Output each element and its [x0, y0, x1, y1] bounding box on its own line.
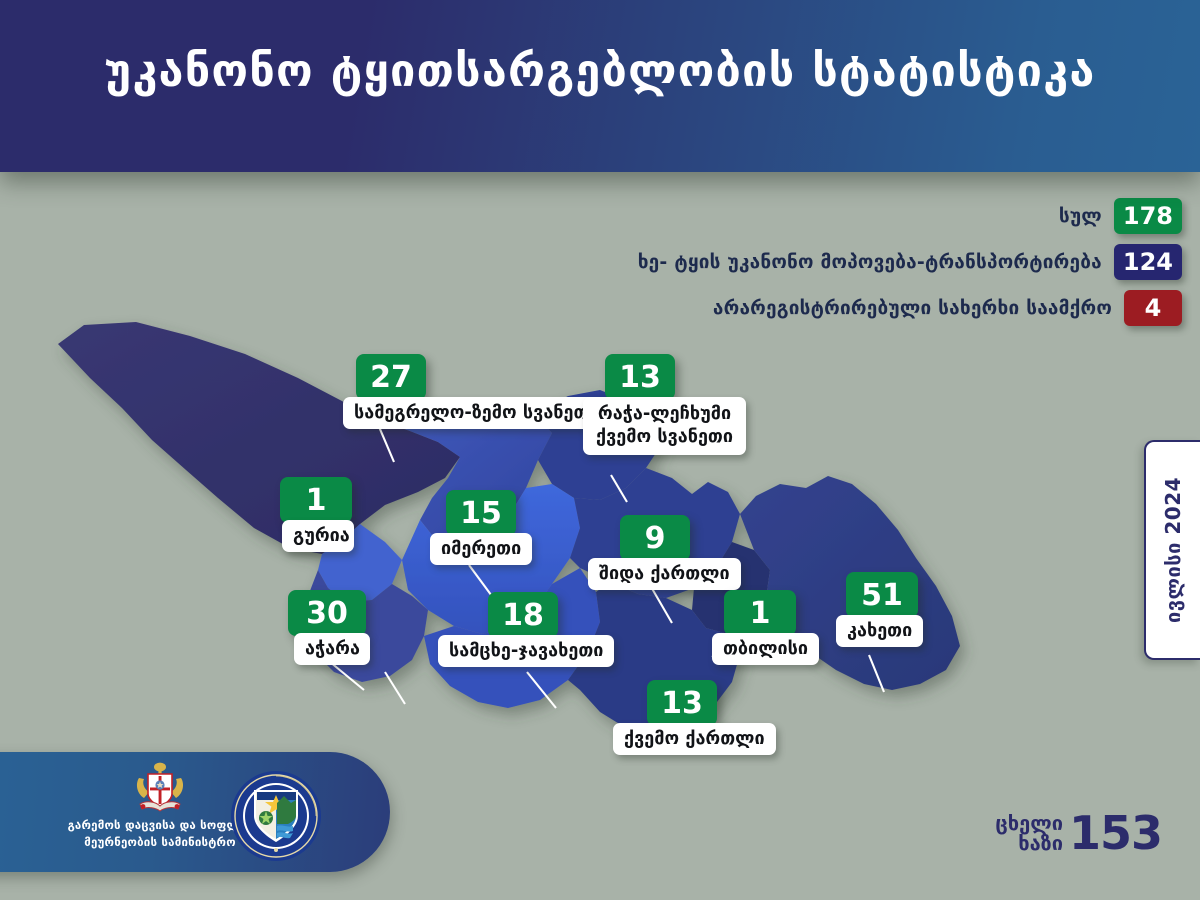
- callout-badge-adjara: 30: [288, 590, 366, 636]
- legend-row-total: სულ 178: [1059, 198, 1182, 234]
- ministry-block: გარემოს დაცვისა და სოფლის მეურნეობის სამ…: [35, 760, 285, 850]
- callout-shida-kartli[interactable]: 9 შიდა ქართლი: [588, 515, 741, 591]
- callout-guria[interactable]: 1 გურია: [280, 477, 354, 553]
- legend-row-illegal-logging: ხე- ტყის უკანონო მოპოვება-ტრანსპორტირება…: [638, 244, 1182, 280]
- callout-label-guria: გურია: [282, 520, 354, 553]
- callout-badge-kvemo-kartli: 13: [647, 680, 717, 726]
- callout-label-racha-line1: რაჭა-ლეჩხუმი: [597, 403, 732, 424]
- legend-label-illegal-logging: ხე- ტყის უკანონო მოპოვება-ტრანსპორტირება: [637, 251, 1102, 273]
- date-tab-label: ივლისი 2024: [1161, 476, 1186, 624]
- hotline-label-line1: ცხელი: [995, 810, 1063, 835]
- callout-label-kvemo-kartli: ქვემო ქართლი: [613, 723, 776, 756]
- legend-badge-illegal-logging: 124: [1113, 244, 1182, 280]
- callout-samegrelo[interactable]: 27 სამეგრელო-ზემო სვანეთი: [343, 354, 610, 430]
- legend-label-total: სულ: [1058, 205, 1102, 227]
- callout-label-samegrelo: სამეგრელო-ზემო სვანეთი: [343, 397, 610, 430]
- legend-badge-unregistered-sawmill: 4: [1124, 290, 1182, 326]
- georgia-coat-of-arms-icon: [136, 762, 184, 812]
- callout-badge-guria: 1: [280, 477, 352, 523]
- callout-racha[interactable]: 13 რაჭა-ლეჩხუმი ქვემო სვანეთი: [583, 354, 746, 456]
- legend: სულ 178 ხე- ტყის უკანონო მოპოვება-ტრანსპ…: [638, 198, 1182, 326]
- callout-badge-kakheti: 51: [846, 572, 918, 618]
- callout-badge-tbilisi: 1: [724, 590, 796, 636]
- callout-label-samtskhe: სამცხე-ჯავახეთი: [438, 635, 615, 668]
- legend-label-unregistered-sawmill: არარეგისტრირებული სახერხი საამქრო: [712, 297, 1112, 319]
- callout-badge-imereti: 15: [446, 490, 516, 536]
- hotline: ცხელი ხაზი 153: [995, 806, 1163, 860]
- callout-badge-shida-kartli: 9: [620, 515, 690, 561]
- callout-label-racha-line2: ქვემო სვანეთი: [596, 426, 733, 448]
- footer-content: გარემოს დაცვისა და სოფლის მეურნეობის სამ…: [0, 752, 390, 872]
- callout-badge-racha: 13: [605, 354, 675, 400]
- map-region-abkhazeti: [58, 322, 460, 554]
- callout-label-adjara: აჭარა: [294, 633, 370, 666]
- ministry-name-line2: მეურნეობის სამინისტრო: [84, 834, 236, 849]
- callout-kakheti[interactable]: 51 კახეთი: [834, 572, 924, 648]
- callout-label-shida-kartli: შიდა ქართლი: [588, 558, 741, 591]
- callout-badge-samegrelo: 27: [356, 354, 426, 400]
- hotline-label: ცხელი ხაზი: [995, 810, 1063, 855]
- callout-kvemo-kartli[interactable]: 13 ქვემო ქართლი: [613, 680, 776, 756]
- callout-imereti[interactable]: 15 იმერეთი: [430, 490, 533, 566]
- hotline-label-line2: ხაზი: [1018, 831, 1063, 855]
- ministry-name: გარემოს დაცვისა და სოფლის მეურნეობის სამ…: [68, 817, 253, 850]
- legend-row-unregistered-sawmill: არარეგისტრირებული სახერხი საამქრო 4: [713, 290, 1182, 326]
- callout-label-kakheti: კახეთი: [836, 615, 924, 648]
- legend-badge-total: 178: [1113, 198, 1182, 234]
- header-banner: უკანონო ტყითსარგებლობის სტატისტიკა: [0, 0, 1200, 172]
- ministry-name-line1: გარემოს დაცვისა და სოფლის: [67, 818, 253, 832]
- callout-label-imereti: იმერეთი: [430, 533, 533, 566]
- environmental-supervision-seal-icon: [231, 771, 321, 861]
- date-tab: ივლისი 2024: [1144, 440, 1200, 660]
- page-title: უკანონო ტყითსარგებლობის სტატისტიკა: [104, 44, 1096, 97]
- callout-adjara[interactable]: 30 აჭარა: [288, 590, 370, 666]
- callout-badge-samtskhe: 18: [488, 592, 558, 638]
- callout-samtskhe[interactable]: 18 სამცხე-ჯავახეთი: [438, 592, 615, 668]
- callout-tbilisi[interactable]: 1 თბილისი: [712, 590, 820, 666]
- map-container: 27 სამეგრელო-ზემო სვანეთი 13 რაჭა-ლეჩხუმ…: [0, 172, 1200, 812]
- callout-label-tbilisi: თბილისი: [712, 633, 820, 666]
- callout-label-racha: რაჭა-ლეჩხუმი ქვემო სვანეთი: [583, 397, 746, 456]
- footer-pill: [0, 752, 390, 872]
- hotline-number: 153: [1068, 806, 1163, 860]
